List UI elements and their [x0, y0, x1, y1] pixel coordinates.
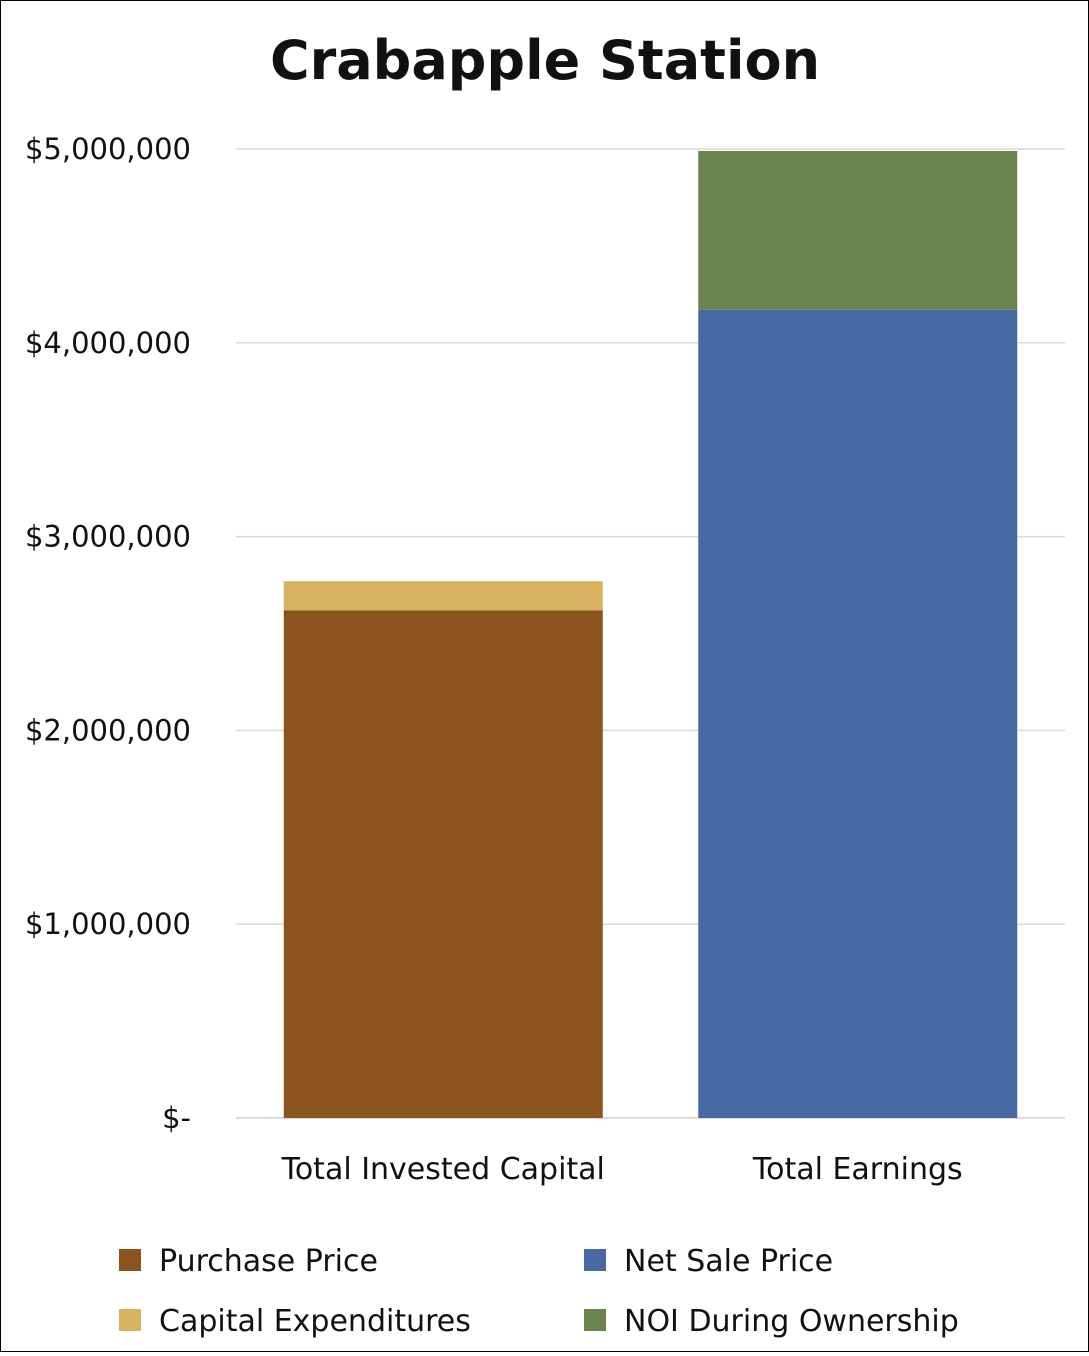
y-tick-label: $1,000,000 [25, 907, 191, 941]
y-tick-label: $2,000,000 [25, 713, 191, 747]
x-category-label: Total Earnings [752, 1152, 963, 1187]
bar-segment-noi-during-ownership [698, 150, 1018, 310]
y-axis-tick-labels: $- $1,000,000 $2,000,000 $3,000,000 $4,000,0… [25, 132, 191, 1135]
y-tick-label: $5,000,000 [25, 132, 191, 166]
y-tick-label: $4,000,000 [25, 326, 191, 360]
legend-label: Purchase Price [159, 1244, 378, 1279]
bars [283, 150, 1018, 1118]
bar-segment-purchase-price [283, 610, 603, 1118]
legend-label: Capital Expenditures [159, 1304, 471, 1339]
legend-swatch [119, 1249, 141, 1271]
legend-label: Net Sale Price [624, 1244, 833, 1279]
legend-label: NOI During Ownership [624, 1304, 959, 1339]
x-axis-category-labels: Total Invested Capital Total Earnings [281, 1152, 963, 1187]
legend: Purchase Price Capital Expenditures Net Sa… [119, 1244, 959, 1339]
bar-segment-capital-expenditures [283, 581, 603, 611]
x-category-label: Total Invested Capital [281, 1152, 605, 1187]
legend-swatch [584, 1249, 606, 1271]
y-tick-label: $3,000,000 [25, 520, 191, 554]
legend-swatch [584, 1309, 606, 1331]
chart-title: Crabapple Station [270, 29, 820, 92]
legend-swatch [119, 1309, 141, 1331]
y-tick-label: $- [162, 1101, 191, 1135]
bar-segment-net-sale-price [698, 309, 1018, 1118]
